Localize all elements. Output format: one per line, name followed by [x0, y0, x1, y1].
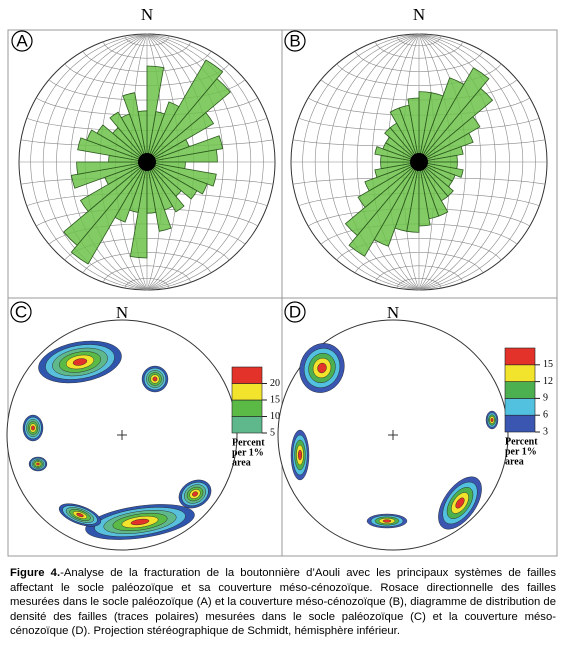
legend-title: Percent [505, 436, 538, 447]
density-contour [36, 462, 40, 466]
net-line [396, 35, 442, 46]
panel-label: D [289, 302, 301, 321]
panel-label-ring [11, 30, 33, 52]
density-contour [130, 518, 150, 526]
rose-petal [76, 161, 148, 175]
panel-label-ring [284, 30, 306, 52]
rose-petal [418, 116, 481, 163]
rose-petal [418, 67, 490, 163]
rose-petal [86, 129, 148, 163]
rose-petal [418, 161, 431, 227]
panel-label: A [16, 31, 28, 50]
density-contour [317, 362, 327, 374]
density-contour [298, 449, 303, 461]
rose-petal [418, 132, 474, 163]
north-label: N [413, 5, 425, 24]
rose-petal [146, 161, 208, 195]
panel-label-ring [10, 301, 32, 323]
legend-tick-label: 20 [270, 378, 280, 389]
legend-title: per 1% [232, 447, 264, 458]
legend-tick-label: 5 [270, 427, 275, 438]
net-line [396, 278, 442, 289]
net-line [354, 50, 484, 72]
caption-label: Figure 4. [10, 567, 61, 579]
density-contour [490, 418, 494, 423]
rose-petal [122, 92, 148, 163]
rose-petal [70, 161, 148, 189]
rose-petal [70, 161, 148, 265]
north-label: N [116, 303, 128, 322]
net-line [124, 35, 170, 46]
net-line [354, 252, 484, 274]
net-line [124, 278, 170, 289]
legend-band [504, 414, 536, 433]
rose-petal [146, 161, 157, 214]
legend-band [504, 364, 536, 382]
legend-band [231, 399, 263, 417]
rose-petal [137, 110, 148, 163]
north-label: N [141, 5, 153, 24]
legend-title: Percent [232, 437, 265, 448]
rose-petal [418, 87, 494, 163]
legend-title: area [505, 456, 524, 467]
legend-band [504, 381, 536, 399]
density-contour [455, 497, 465, 509]
rose-petal [109, 111, 148, 163]
rose-petal [146, 149, 218, 163]
north-label: N [387, 303, 399, 322]
panel-label-ring [284, 301, 306, 323]
rose-petal [374, 161, 420, 178]
rose-petal [418, 146, 464, 163]
legend-tick-label: 6 [543, 409, 548, 420]
net-line [374, 265, 464, 283]
rose-petal [146, 112, 215, 163]
center-dot [138, 153, 156, 171]
rose-petal [146, 161, 185, 213]
legend-tick-label: 9 [543, 393, 548, 404]
rose-petal [364, 161, 420, 192]
legend-band [231, 383, 263, 401]
rose-petal [407, 97, 420, 163]
rose-petal [96, 124, 148, 163]
density-contour [152, 376, 158, 382]
rose-petal [357, 161, 420, 208]
rose-petal [348, 161, 420, 257]
rose-petal [344, 161, 420, 237]
panel-label: C [15, 302, 27, 321]
net-line [102, 41, 192, 59]
legend-tick-label: 15 [543, 359, 553, 370]
legend-band [231, 416, 263, 434]
legend-title: area [232, 457, 251, 468]
legend-band [504, 347, 536, 366]
rose-petal [146, 78, 231, 163]
density-contour [72, 358, 88, 366]
rose-petal [63, 161, 148, 246]
net-line [102, 265, 192, 283]
caption-text: -Analyse de la fracturation de la bouton… [10, 567, 556, 637]
rose-petal [146, 59, 224, 163]
legend-band [504, 398, 536, 416]
legend-tick-label: 10 [270, 411, 280, 422]
legend-band [231, 366, 263, 384]
net-line [374, 41, 464, 59]
density-contour [192, 491, 198, 497]
legend-title: per 1% [505, 446, 537, 457]
caption: Figure 4.-Analyse de la fracturation de … [10, 566, 556, 639]
panel-label: B [289, 31, 300, 50]
rose-petal [146, 135, 224, 163]
density-contour [382, 519, 392, 523]
rose-petal [146, 161, 172, 232]
legend-tick-label: 12 [543, 376, 553, 387]
legend-tick-label: 15 [270, 394, 280, 405]
legend-tick-label: 3 [543, 426, 548, 437]
rose-petal [146, 161, 198, 200]
rose-petal [79, 161, 148, 212]
density-contour [31, 425, 35, 431]
density-contour [76, 512, 84, 518]
center-dot [410, 153, 428, 171]
